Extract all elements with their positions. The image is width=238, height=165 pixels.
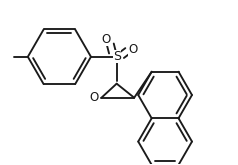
- Text: O: O: [89, 91, 98, 104]
- Text: S: S: [113, 50, 121, 63]
- Text: O: O: [128, 43, 137, 56]
- Text: O: O: [102, 33, 111, 46]
